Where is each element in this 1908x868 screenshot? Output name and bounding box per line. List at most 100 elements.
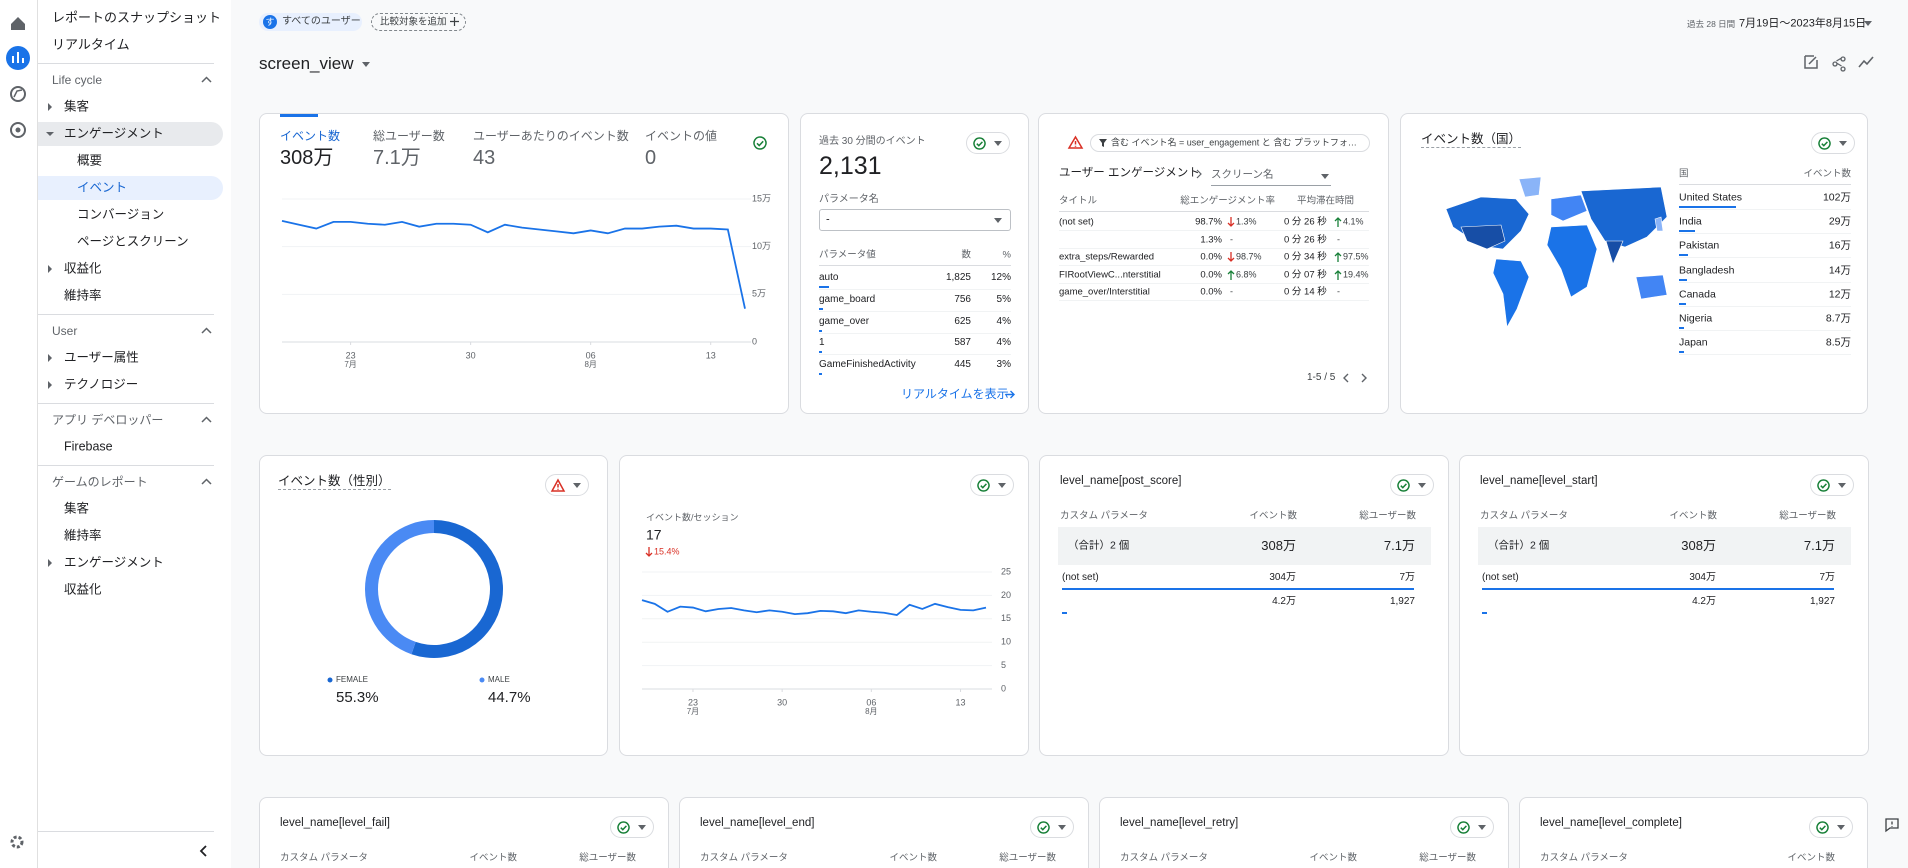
- expand-arrow-shape: [48, 559, 52, 567]
- advertising-icon[interactable]: [10, 122, 26, 138]
- x-tick-month: 7月: [344, 360, 356, 369]
- explore-icon[interactable]: [10, 86, 26, 102]
- dropdown-arrow: [1837, 825, 1845, 830]
- status-dropdown[interactable]: [545, 474, 589, 496]
- row-bar: [1482, 588, 1835, 590]
- param-pct: 12%: [990, 272, 1011, 283]
- col-header: カスタム パラメータ: [1120, 852, 1208, 864]
- param-card: level_name[level_end] カスタム パラメータ イベント数 総ユーザ…: [679, 797, 1089, 868]
- nav-item[interactable]: 集客: [64, 501, 90, 516]
- divider: [38, 831, 214, 832]
- nav-subitem[interactable]: イベント: [77, 180, 128, 195]
- param-name: GameFinishedActivity: [819, 359, 916, 371]
- row-time: 0 分 34 秒: [1284, 251, 1327, 263]
- param-select[interactable]: -: [819, 209, 1011, 231]
- tab-value: 43: [473, 147, 496, 169]
- nav-item[interactable]: 集客: [64, 99, 90, 114]
- change-value: -: [1230, 286, 1233, 297]
- x-tick-label: 23: [688, 697, 698, 707]
- col-header: イベント数: [1309, 852, 1357, 864]
- next-page[interactable]: [1361, 373, 1367, 383]
- status-dropdown[interactable]: [1030, 816, 1074, 838]
- tab-label[interactable]: イベントの値: [645, 128, 718, 143]
- session-card: イベント数/セッション 17 15.4% 25 20 15 10 5 0 23 7月 30 06 8月 13: [619, 455, 1029, 756]
- metric-value: 17: [646, 526, 662, 543]
- customize-icon-shape: [1804, 55, 1818, 69]
- nav-item[interactable]: 維持率: [64, 288, 102, 303]
- check-icon-shape: [1816, 821, 1829, 834]
- compare-chip[interactable]: [371, 13, 466, 31]
- dropdown-arrow: [1838, 483, 1846, 488]
- row-users: 1,927: [1389, 596, 1415, 607]
- nav-item[interactable]: 収益化: [64, 261, 102, 276]
- total-events: 308万: [1261, 538, 1296, 554]
- settings-icon[interactable]: [10, 835, 24, 849]
- nav-subitem[interactable]: ページとスクリーン: [77, 234, 189, 249]
- row-divider: [1679, 354, 1851, 356]
- status-dropdown[interactable]: [966, 132, 1010, 154]
- y-tick-label: 5: [1001, 660, 1006, 670]
- status-dropdown[interactable]: [1810, 474, 1854, 496]
- home-icon[interactable]: [11, 17, 25, 30]
- nav-item[interactable]: 維持率: [64, 528, 102, 543]
- breadcrumb-select[interactable]: スクリーン名: [1211, 168, 1274, 181]
- col-header: イベント数: [1669, 510, 1717, 522]
- col-header: 総ユーザー数: [1359, 510, 1416, 522]
- nav-item[interactable]: ユーザー属性: [64, 350, 139, 365]
- nav-item[interactable]: エンゲージメント: [64, 555, 164, 570]
- status-dropdown[interactable]: [970, 474, 1014, 496]
- country-shape: [1654, 216, 1664, 232]
- status-dropdown[interactable]: [610, 816, 654, 838]
- change-arrow-shape: [1334, 217, 1342, 227]
- nav-item[interactable]: 収益化: [64, 582, 102, 597]
- status-dropdown[interactable]: [1450, 816, 1494, 838]
- country-bar: [1679, 254, 1688, 257]
- nav-item[interactable]: Firebase: [64, 439, 113, 454]
- check-icon-shape: [973, 137, 986, 150]
- nav-subitem[interactable]: コンバージョン: [77, 207, 165, 222]
- row-title: FIRootViewC...nterstitial: [1059, 269, 1161, 281]
- row-users: 1,927: [1809, 596, 1835, 607]
- reports-icon-bars: [12, 52, 24, 63]
- dropdown-arrow: [1058, 825, 1066, 830]
- param-name: game_board: [819, 293, 876, 305]
- nav-subitem[interactable]: 概要: [77, 153, 103, 168]
- row-divider: [1679, 233, 1851, 235]
- change-arrow-shape: [1227, 269, 1235, 280]
- total-name: （合計）2 個: [1488, 539, 1550, 552]
- row-name: (not set): [1062, 572, 1099, 583]
- date-range[interactable]: 7月19日～2023年8月15日: [1739, 17, 1867, 30]
- filter-chip[interactable]: 含む イベント名 = user_engagement と 含む プラットフォ…: [1090, 134, 1370, 152]
- x-tick-label: 30: [466, 350, 476, 360]
- realtime-link[interactable]: リアルタイムを表示: [901, 386, 1009, 401]
- row-users: 7万: [1819, 572, 1835, 583]
- tab-label[interactable]: ユーザーあたりのイベント数: [473, 128, 629, 143]
- tab-label[interactable]: イベント数: [280, 128, 341, 143]
- dropdown-arrow: [994, 141, 1002, 146]
- share-icon-shape: [1832, 56, 1846, 72]
- card-title: イベント数（性別）: [278, 474, 391, 490]
- expand-arrow-shape: [48, 265, 52, 273]
- feedback-button[interactable]: [1882, 815, 1902, 835]
- nav-item[interactable]: エンゲージメント: [64, 126, 164, 141]
- status-dropdown[interactable]: [1809, 816, 1853, 838]
- col-header: 総ユーザー数: [1419, 852, 1476, 864]
- country-shape: [1460, 224, 1506, 250]
- expand-arrow: [48, 354, 52, 362]
- change-value: -: [1337, 234, 1340, 245]
- col-header: カスタム パラメータ: [1540, 852, 1628, 864]
- tab-label[interactable]: 総ユーザー数: [373, 128, 445, 143]
- check-icon-shape: [1397, 479, 1410, 492]
- nav-item[interactable]: テクノロジー: [64, 377, 139, 392]
- expand-arrow: [46, 132, 54, 136]
- status-dropdown[interactable]: [1811, 132, 1855, 154]
- prev-page[interactable]: [1343, 373, 1349, 383]
- dropdown-arrow: [573, 483, 581, 488]
- dropdown-arrow: [998, 483, 1006, 488]
- status-dropdown[interactable]: [1390, 474, 1434, 496]
- change-arrow-shape: [1334, 269, 1342, 280]
- col-header: カスタム パラメータ: [1060, 510, 1148, 522]
- dropdown-arrow: [1418, 483, 1426, 488]
- legend-dot: [479, 677, 485, 683]
- row-rate: 1.3%: [1200, 233, 1222, 245]
